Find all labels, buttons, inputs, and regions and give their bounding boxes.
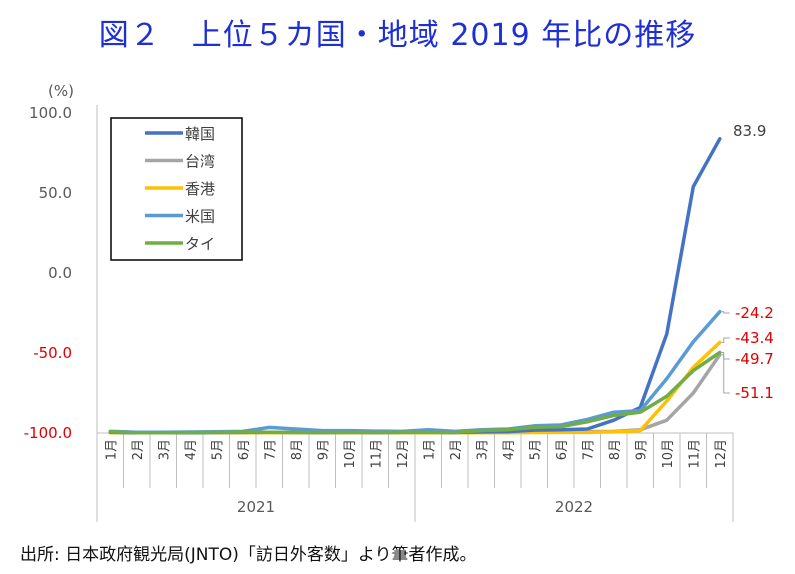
x-tick-label: 2月 xyxy=(131,439,146,460)
data-label-leader xyxy=(721,352,730,360)
y-tick-label: 0.0 xyxy=(48,264,72,282)
series-line-香港 xyxy=(108,340,722,435)
year-label: 2022 xyxy=(555,498,593,516)
data-label: 83.9 xyxy=(733,122,766,140)
y-tick-label: 100.0 xyxy=(29,104,72,122)
x-tick-label: 10月 xyxy=(343,439,358,469)
data-label: -51.1 xyxy=(735,384,774,402)
series-line-台湾 xyxy=(108,353,722,435)
legend-label: 台湾 xyxy=(185,153,215,171)
year-label: 2021 xyxy=(237,498,275,516)
x-tick-label: 4月 xyxy=(184,439,199,460)
x-tick-label: 9月 xyxy=(634,439,649,460)
data-label: -24.2 xyxy=(735,304,774,322)
line-chart: (%) 100.0 50.0 0.0 -50.0 -100.0 1月 2月 3月 4月 5月 6月 7… xyxy=(24,82,774,522)
x-tick-label: 3月 xyxy=(157,439,172,460)
y-axis-label: (%) xyxy=(48,82,74,100)
legend-label: 香港 xyxy=(185,180,215,198)
x-tick-label: 8月 xyxy=(290,439,305,460)
x-tick-label: 12月 xyxy=(714,439,729,469)
x-tick-label: 12月 xyxy=(396,439,411,469)
x-tick-label: 7月 xyxy=(581,439,596,460)
legend-label: 韓国 xyxy=(185,125,215,143)
x-tick-label: 9月 xyxy=(316,439,331,460)
x-tick-label: 5月 xyxy=(210,439,225,460)
x-tick-label: 6月 xyxy=(237,439,252,460)
x-tick-label: 2月 xyxy=(449,439,464,460)
data-label: -43.4 xyxy=(735,329,774,347)
x-tick-label: 1月 xyxy=(422,439,437,460)
data-label-leader xyxy=(721,337,730,343)
x-tick-label: 8月 xyxy=(608,439,623,460)
x-tick-label: 7月 xyxy=(263,439,278,460)
source-note: 出所: 日本政府観光局(JNTO)「訪日外客数」より筆者作成。 xyxy=(20,545,477,565)
y-tick-label: 50.0 xyxy=(39,184,72,202)
y-tick-label: -50.0 xyxy=(33,344,72,362)
data-label-leader xyxy=(721,311,730,314)
legend-label: タイ xyxy=(185,235,215,253)
legend-label: 米国 xyxy=(185,208,215,226)
x-tick-label: 11月 xyxy=(369,439,384,469)
series-line-タイ xyxy=(108,350,722,435)
x-tick-label: 5月 xyxy=(528,439,543,460)
x-tick-label: 3月 xyxy=(475,439,490,460)
x-tick-label: 4月 xyxy=(502,439,517,460)
x-tick-label: 1月 xyxy=(104,439,119,460)
x-tick-label: 11月 xyxy=(687,439,702,469)
x-tick-label: 10月 xyxy=(661,439,676,469)
chart-title: 図２ 上位５カ国・地域 2019 年比の推移 xyxy=(98,18,697,53)
y-tick-label: -100.0 xyxy=(24,424,72,442)
x-tick-label: 6月 xyxy=(555,439,570,460)
data-label: -49.7 xyxy=(735,350,774,368)
data-label-leader xyxy=(721,354,730,394)
